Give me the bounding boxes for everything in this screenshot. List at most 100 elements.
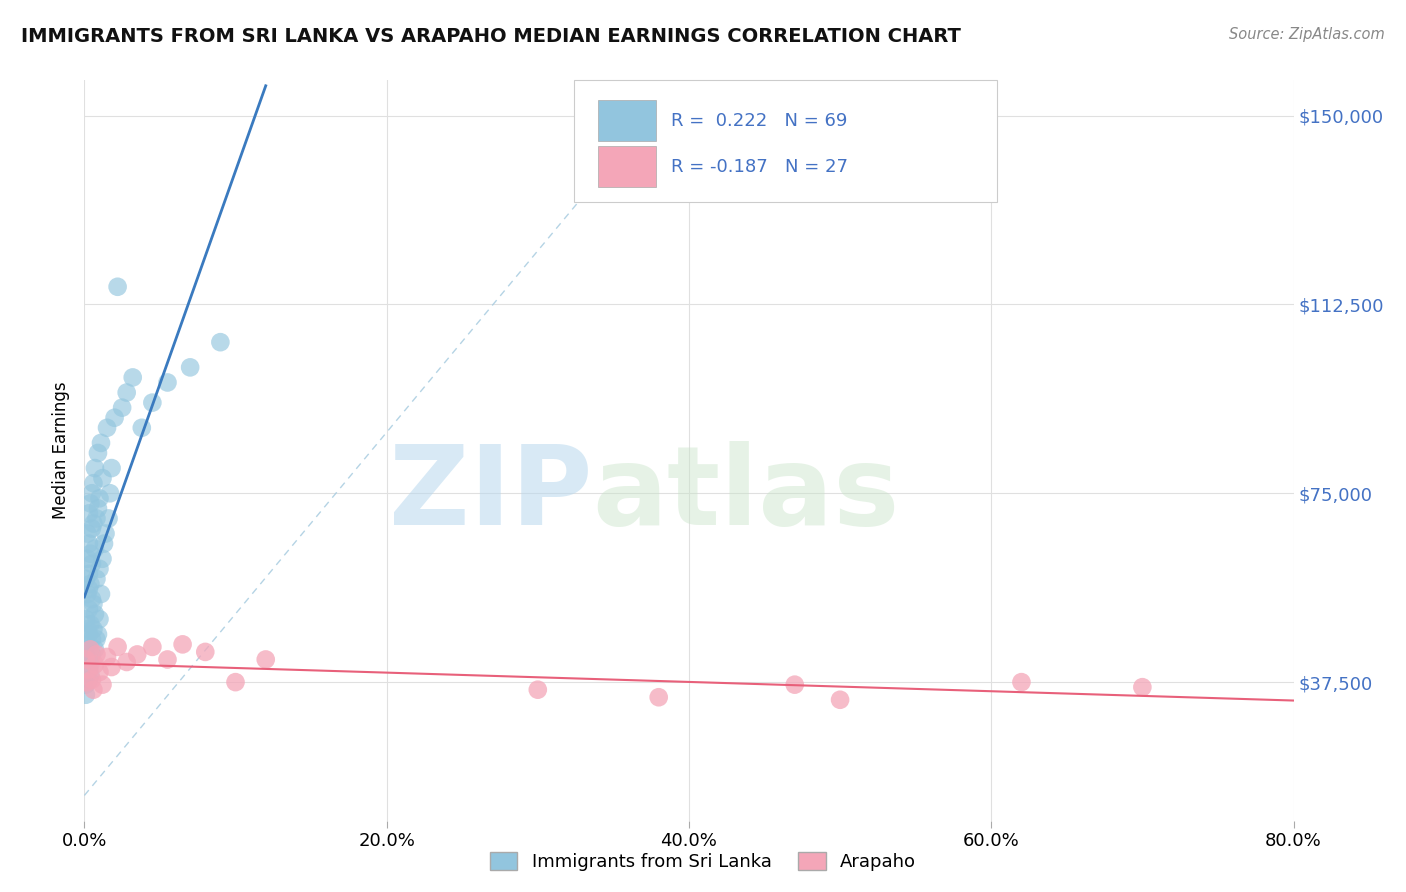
Point <box>156 652 179 666</box>
Point <box>76 652 98 666</box>
Point <box>80 632 103 647</box>
Point <box>107 640 129 654</box>
Point <box>115 655 138 669</box>
Point <box>84 607 107 622</box>
Point <box>100 461 122 475</box>
Point <box>131 421 153 435</box>
Point <box>209 335 232 350</box>
Point <box>648 690 671 705</box>
Point <box>87 446 110 460</box>
Bar <box>599 100 657 141</box>
Point <box>77 536 100 550</box>
Point <box>91 551 114 566</box>
Point <box>90 436 112 450</box>
Point <box>527 682 550 697</box>
Point <box>87 627 110 641</box>
Point <box>79 577 101 591</box>
Point <box>84 642 107 657</box>
Point <box>82 516 104 531</box>
Point <box>254 652 277 666</box>
Point <box>93 536 115 550</box>
Point <box>89 491 111 506</box>
Point <box>141 640 163 654</box>
Text: Source: ZipAtlas.com: Source: ZipAtlas.com <box>1229 27 1385 42</box>
Point <box>107 279 129 293</box>
Point <box>82 476 104 491</box>
Point <box>84 541 107 556</box>
Point <box>75 648 97 662</box>
Point <box>80 522 103 536</box>
Point <box>77 663 100 677</box>
Point <box>121 370 143 384</box>
Point <box>77 582 100 596</box>
Point <box>179 360 201 375</box>
Point <box>76 551 98 566</box>
Point <box>75 572 97 586</box>
Point <box>783 678 806 692</box>
Point <box>77 602 100 616</box>
Point <box>82 597 104 611</box>
Point <box>90 587 112 601</box>
Text: ZIP: ZIP <box>389 442 592 549</box>
Point <box>79 657 101 672</box>
Point <box>89 665 111 679</box>
Point <box>79 547 101 561</box>
Point <box>76 637 98 651</box>
Point <box>80 592 103 607</box>
Point <box>87 501 110 516</box>
Point <box>89 562 111 576</box>
Point <box>96 649 118 664</box>
Point <box>75 652 97 666</box>
Text: IMMIGRANTS FROM SRI LANKA VS ARAPAHO MEDIAN EARNINGS CORRELATION CHART: IMMIGRANTS FROM SRI LANKA VS ARAPAHO MED… <box>21 27 960 45</box>
Point <box>91 678 114 692</box>
Point <box>86 648 108 662</box>
Point <box>79 617 101 632</box>
FancyBboxPatch shape <box>574 80 997 202</box>
Point <box>89 612 111 626</box>
Point <box>100 660 122 674</box>
Text: R = -0.187   N = 27: R = -0.187 N = 27 <box>671 158 848 176</box>
Point <box>75 612 97 626</box>
Point <box>80 486 103 500</box>
Point <box>91 471 114 485</box>
Point <box>79 667 101 681</box>
Point <box>172 637 194 651</box>
Point <box>1130 680 1153 694</box>
Point <box>111 401 134 415</box>
Point <box>156 376 179 390</box>
Point <box>77 673 100 687</box>
Point <box>86 511 108 525</box>
Point <box>194 645 217 659</box>
Point <box>79 642 101 657</box>
Point <box>830 692 852 706</box>
Point <box>79 496 101 510</box>
Point <box>82 682 104 697</box>
Y-axis label: Median Earnings: Median Earnings <box>52 382 70 519</box>
Point <box>80 673 103 687</box>
Point <box>84 657 107 672</box>
Point <box>86 632 108 647</box>
Point <box>76 622 98 636</box>
Point <box>80 648 103 662</box>
Point <box>127 648 149 662</box>
Point <box>82 622 104 636</box>
Point <box>97 511 120 525</box>
Legend: Immigrants from Sri Lanka, Arapaho: Immigrants from Sri Lanka, Arapaho <box>482 846 924 879</box>
Point <box>98 486 121 500</box>
Point <box>75 688 97 702</box>
Point <box>76 526 98 541</box>
Point <box>104 410 127 425</box>
Point <box>76 587 98 601</box>
Text: atlas: atlas <box>592 442 900 549</box>
Point <box>77 627 100 641</box>
Point <box>84 461 107 475</box>
Point <box>77 507 100 521</box>
Point <box>80 557 103 571</box>
Point <box>86 572 108 586</box>
Point <box>76 675 98 690</box>
Point <box>77 566 100 581</box>
Bar <box>599 146 657 187</box>
Point <box>77 642 100 657</box>
Point <box>225 675 247 690</box>
Point <box>94 526 117 541</box>
